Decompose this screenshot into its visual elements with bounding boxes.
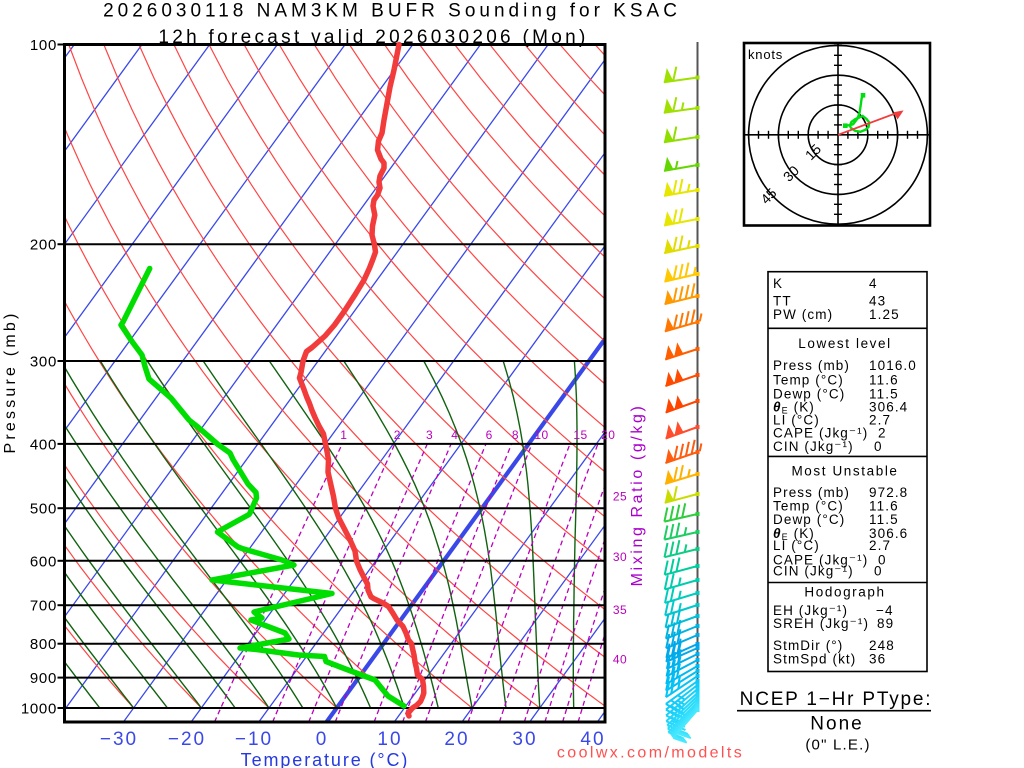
svg-text:CIN (Jkg⁻¹): CIN (Jkg⁻¹) (773, 439, 854, 454)
svg-text:LI (°C): LI (°C) (773, 538, 820, 553)
svg-text:1: 1 (340, 428, 347, 442)
svg-text:10: 10 (377, 729, 402, 750)
svg-text:300: 300 (30, 354, 57, 371)
svg-text:35: 35 (613, 603, 627, 617)
svg-text:0: 0 (874, 439, 883, 454)
svg-text:40: 40 (613, 652, 627, 666)
svg-text:11.6: 11.6 (869, 499, 899, 514)
svg-text:700: 700 (30, 598, 57, 615)
svg-text:coolwx.com/modelts: coolwx.com/modelts (557, 745, 744, 762)
svg-text:SREH (Jkg⁻¹): SREH (Jkg⁻¹) (773, 616, 869, 631)
svg-text:30: 30 (512, 729, 537, 750)
svg-text:Hodograph: Hodograph (804, 585, 885, 600)
svg-text:20: 20 (601, 428, 615, 442)
svg-text:CAPE (Jkg⁻¹): CAPE (Jkg⁻¹) (773, 426, 868, 441)
svg-text:1.25: 1.25 (869, 307, 900, 322)
svg-text:2.7: 2.7 (869, 413, 891, 428)
svg-text:89: 89 (877, 616, 894, 631)
svg-text:11.5: 11.5 (869, 387, 899, 402)
svg-text:PW (cm): PW (cm) (773, 307, 833, 322)
svg-text:Lowest level: Lowest level (798, 336, 892, 351)
svg-text:CAPE (Jkg⁻¹): CAPE (Jkg⁻¹) (773, 553, 868, 568)
svg-text:TT: TT (773, 294, 792, 309)
svg-text:Pressure (mb): Pressure (mb) (2, 311, 19, 454)
svg-text:100: 100 (30, 37, 57, 54)
svg-text:3: 3 (426, 428, 433, 442)
svg-text:2.7: 2.7 (869, 538, 891, 553)
svg-text:600: 600 (30, 553, 57, 570)
svg-text:−20: −20 (168, 729, 206, 750)
svg-text:15: 15 (573, 428, 587, 442)
svg-text:500: 500 (30, 501, 57, 518)
svg-text:400: 400 (30, 436, 57, 453)
svg-text:306.6: 306.6 (869, 526, 908, 541)
svg-text:Mixing Ratio (g/kg): Mixing Ratio (g/kg) (629, 404, 646, 587)
svg-text:Temp (°C): Temp (°C) (773, 499, 844, 514)
svg-text:Dewp (°C): Dewp (°C) (773, 512, 845, 527)
svg-text:StmSpd (kt): StmSpd (kt) (773, 651, 856, 666)
svg-text:−30: −30 (100, 729, 138, 750)
svg-text:800: 800 (30, 636, 57, 653)
svg-text:1016.0: 1016.0 (869, 358, 917, 373)
svg-text:2026030118 NAM3KM BUFR Soundin: 2026030118 NAM3KM BUFR Sounding for KSAC (103, 1, 681, 22)
svg-text:Temperature (°C): Temperature (°C) (241, 750, 410, 768)
svg-text:Press (mb): Press (mb) (773, 358, 850, 373)
svg-text:−4: −4 (876, 603, 894, 618)
svg-text:θE (K): θE (K) (773, 526, 815, 542)
svg-text:EH (Jkg⁻¹): EH (Jkg⁻¹) (773, 603, 848, 618)
svg-text:NCEP 1−Hr PType:: NCEP 1−Hr PType: (740, 689, 933, 710)
svg-text:30: 30 (613, 550, 627, 564)
svg-text:CIN (Jkg⁻¹): CIN (Jkg⁻¹) (773, 564, 854, 579)
svg-text:11.5: 11.5 (869, 512, 899, 527)
svg-text:0: 0 (316, 729, 329, 750)
svg-text:0: 0 (874, 564, 883, 579)
svg-text:8: 8 (512, 428, 519, 442)
svg-text:(0" L.E.): (0" L.E.) (805, 737, 870, 754)
svg-text:248: 248 (869, 638, 895, 653)
svg-text:4: 4 (869, 276, 878, 291)
svg-text:knots: knots (748, 47, 783, 62)
svg-text:200: 200 (30, 237, 57, 254)
svg-text:36: 36 (869, 651, 886, 666)
svg-text:StmDir (°): StmDir (°) (773, 638, 843, 653)
svg-text:−10: −10 (235, 729, 273, 750)
svg-text:43: 43 (869, 294, 886, 309)
svg-text:972.8: 972.8 (869, 485, 908, 500)
svg-text:11.6: 11.6 (869, 372, 899, 387)
svg-text:6: 6 (486, 428, 493, 442)
svg-text:Temp (°C): Temp (°C) (773, 372, 844, 387)
svg-text:20: 20 (444, 729, 469, 750)
svg-text:900: 900 (30, 670, 57, 687)
svg-text:Most Unstable: Most Unstable (791, 463, 898, 478)
svg-text:2: 2 (394, 428, 401, 442)
svg-text:306.4: 306.4 (869, 400, 908, 415)
svg-text:4: 4 (451, 428, 458, 442)
svg-text:12h forecast valid 2026030206: 12h forecast valid 2026030206 (Mon) (158, 27, 588, 48)
svg-text:Press (mb): Press (mb) (773, 485, 850, 500)
svg-text:0: 0 (878, 553, 887, 568)
svg-text:10: 10 (534, 428, 548, 442)
svg-text:LI (°C): LI (°C) (773, 413, 820, 428)
svg-text:25: 25 (613, 490, 627, 504)
svg-text:40: 40 (580, 729, 605, 750)
svg-text:θE (K): θE (K) (773, 400, 815, 416)
svg-text:1000: 1000 (21, 701, 57, 718)
svg-text:K: K (773, 276, 783, 291)
svg-text:None: None (810, 714, 863, 735)
svg-text:2: 2 (878, 426, 887, 441)
svg-text:Dewp (°C): Dewp (°C) (773, 387, 845, 402)
